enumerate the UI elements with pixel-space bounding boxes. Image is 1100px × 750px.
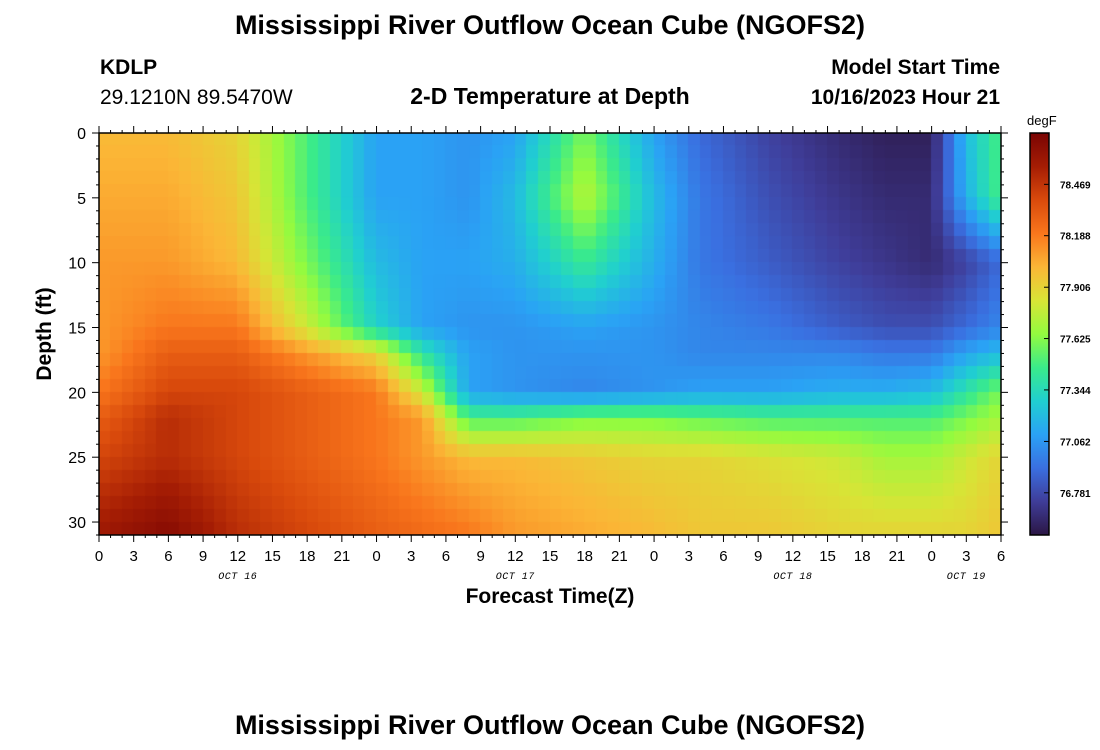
x-tick-label: 6 <box>719 548 727 565</box>
x-tick-label: 6 <box>442 548 450 565</box>
plot-frame <box>98 132 1002 536</box>
x-tick-label: 12 <box>785 548 802 565</box>
day-label: OCT 18 <box>773 572 812 583</box>
x-tick-label: 18 <box>854 548 871 565</box>
y-tick-label: 20 <box>68 385 86 402</box>
x-tick-label: 21 <box>889 548 906 565</box>
colorbar-tick-label: 76.781 <box>1060 489 1091 500</box>
y-tick-label: 15 <box>68 321 86 338</box>
station-id: KDLP <box>100 56 158 79</box>
x-tick-label: 0 <box>95 548 103 565</box>
x-tick-label: 3 <box>407 548 415 565</box>
x-tick-label: 0 <box>650 548 658 565</box>
figure-title: Mississippi River Outflow Ocean Cube (NG… <box>234 10 866 40</box>
x-tick-label: 9 <box>476 548 484 565</box>
x-tick-label: 6 <box>164 548 172 565</box>
x-tick-label: 9 <box>754 548 762 565</box>
model-start-label: Model Start Time <box>831 56 1000 79</box>
colorbar-tick-label: 78.188 <box>1060 232 1091 243</box>
x-tick-label: 12 <box>229 548 246 565</box>
colorbar-unit: degF <box>1027 113 1057 128</box>
colorbar <box>1029 132 1050 536</box>
x-tick-label: 0 <box>372 548 380 565</box>
x-tick-label: 0 <box>927 548 935 565</box>
model-start-time: 10/16/2023 Hour 21 <box>810 86 1000 109</box>
y-tick-label: 10 <box>68 256 86 273</box>
x-tick-label: 18 <box>576 548 593 565</box>
y-axis-label: Depth (ft) <box>33 287 56 381</box>
x-tick-label: 3 <box>685 548 693 565</box>
day-label: OCT 16 <box>218 572 257 583</box>
x-axis-label: Forecast Time(Z) <box>465 585 635 608</box>
colorbar-tick-label: 77.344 <box>1060 386 1091 397</box>
colorbar-tick-label: 77.625 <box>1060 335 1091 346</box>
colorbar-tick-label: 78.469 <box>1060 180 1091 191</box>
x-tick-label: 15 <box>819 548 836 565</box>
colorbar-tick-label: 77.062 <box>1060 437 1091 448</box>
day-label: OCT 19 <box>947 572 986 583</box>
x-tick-label: 15 <box>542 548 559 565</box>
x-tick-label: 18 <box>299 548 316 565</box>
y-tick-label: 30 <box>68 515 86 532</box>
y-tick-label: 0 <box>77 126 86 143</box>
footer-title: Mississippi River Outflow Ocean Cube (NG… <box>234 710 866 740</box>
x-tick-label: 21 <box>334 548 351 565</box>
x-tick-label: 3 <box>130 548 138 565</box>
x-tick-label: 12 <box>507 548 524 565</box>
x-tick-label: 15 <box>264 548 281 565</box>
y-tick-label: 5 <box>77 191 86 208</box>
x-tick-label: 9 <box>199 548 207 565</box>
station-coords: 29.1210N 89.5470W <box>100 86 293 109</box>
x-tick-label: 6 <box>997 548 1005 565</box>
temperature-heatmap <box>99 133 1001 535</box>
day-label: OCT 17 <box>496 572 535 583</box>
y-tick-label: 25 <box>68 450 86 467</box>
colorbar-tick-label: 77.906 <box>1060 283 1091 294</box>
chart-title: 2-D Temperature at Depth <box>410 83 690 109</box>
x-tick-label: 21 <box>611 548 628 565</box>
x-tick-label: 3 <box>962 548 970 565</box>
